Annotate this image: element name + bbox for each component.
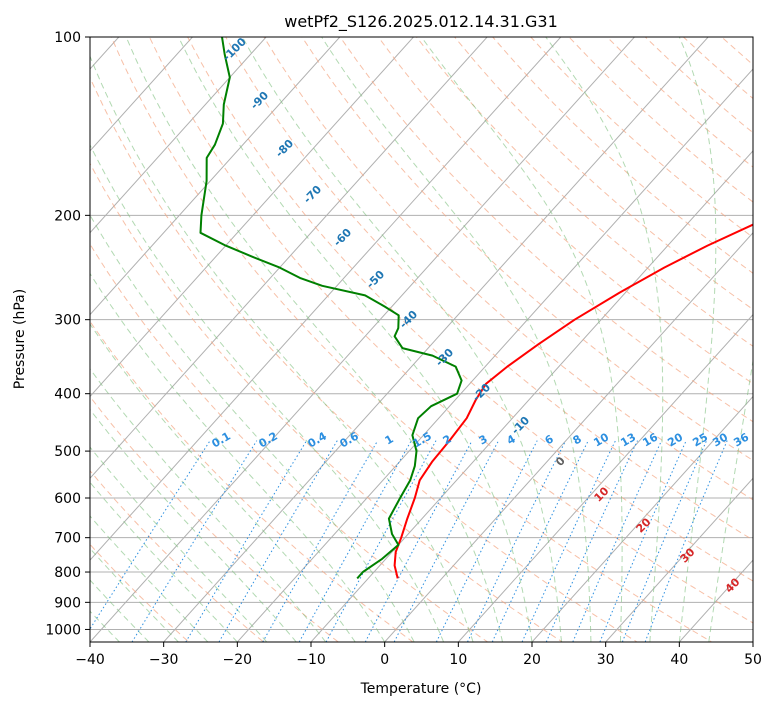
x-tick-label: −40 xyxy=(75,652,105,668)
x-tick-label: −20 xyxy=(223,652,253,668)
y-tick-label: 100 xyxy=(54,30,81,46)
dry-adiabat-line xyxy=(90,162,564,642)
isotherm-line xyxy=(383,231,753,642)
dry-adiabat-line xyxy=(225,37,753,541)
chart-title: wetPf2_S126.2025.012.14.31.G31 xyxy=(284,12,558,32)
mixing-ratio-line xyxy=(325,440,437,642)
plot-frame xyxy=(89,36,754,643)
dry-adiabat-line xyxy=(110,37,713,642)
x-tick-label: 0 xyxy=(380,652,389,668)
y-tick-label: 500 xyxy=(54,444,81,460)
moist-adiabat-line xyxy=(545,37,664,642)
x-tick-label: 30 xyxy=(597,652,615,668)
y-tick-label: 400 xyxy=(54,387,81,403)
mixing-ratio-line xyxy=(572,440,663,642)
moist-adiabat-line xyxy=(90,214,415,642)
moist-adiabat-line xyxy=(90,323,356,642)
isotherm-line xyxy=(457,313,753,642)
series-layer xyxy=(199,37,753,580)
y-tick-label: 900 xyxy=(54,595,81,611)
dewpoint-profile-line xyxy=(199,37,463,580)
moist-adiabat-line xyxy=(241,37,562,642)
moist-adiabat-line xyxy=(90,579,150,642)
moist-adiabat-line xyxy=(420,37,623,642)
x-tick-label: 40 xyxy=(670,652,688,668)
mixing-ratio-line xyxy=(521,440,616,642)
isotherm-line xyxy=(90,37,194,152)
dry-adiabat-line xyxy=(148,37,753,624)
moist-adiabat-line xyxy=(678,37,717,642)
moist-adiabat-line xyxy=(321,37,592,642)
moist-adiabat-line xyxy=(90,547,179,642)
mixing-ratio-line xyxy=(298,440,412,642)
dry-adiabat-line xyxy=(377,37,753,385)
moist-adiabat-line xyxy=(90,446,268,642)
moist-adiabat-line xyxy=(90,515,209,642)
dry-adiabat-line xyxy=(90,243,489,642)
x-tick-label: −30 xyxy=(149,652,179,668)
x-tick-label: 20 xyxy=(523,652,541,668)
isotherm-line xyxy=(531,395,753,642)
dry-adiabat-line xyxy=(90,76,638,642)
dry-adiabat-line xyxy=(90,543,190,642)
dry-adiabat-line xyxy=(187,37,753,582)
mixing-ratio-line xyxy=(435,440,538,642)
moist-adiabat-line xyxy=(90,481,238,642)
y-tick-label: 800 xyxy=(54,565,81,581)
isotherm-line xyxy=(90,37,415,398)
isotherm-line xyxy=(236,68,753,642)
moist-adiabat-line xyxy=(90,368,327,642)
isotherm-line xyxy=(90,37,636,642)
moist-adiabat-line xyxy=(90,272,386,642)
moist-adiabat-line xyxy=(125,37,503,642)
mixing-ratio-line xyxy=(467,440,567,642)
isotherm-line xyxy=(604,477,753,642)
moist-adiabat-line xyxy=(90,408,297,642)
isotherm-line xyxy=(90,37,562,561)
moist-adiabat-line xyxy=(90,54,474,642)
mixing-ratio-line xyxy=(90,440,211,630)
isotherm-line xyxy=(162,37,709,642)
dry-adiabat-line xyxy=(263,37,753,501)
mixing-ratio-line xyxy=(131,440,258,642)
mixing-ratio-line xyxy=(545,440,638,642)
mixing-ratio-line xyxy=(218,440,338,642)
y-axis-title: Pressure (hPa) xyxy=(12,289,28,389)
moist-adiabat-line xyxy=(708,358,753,642)
mixing-ratio-line xyxy=(262,440,379,642)
mixing-ratio-line xyxy=(185,440,308,642)
x-tick-label: 10 xyxy=(449,652,467,668)
temperature-profile-line xyxy=(393,223,753,579)
y-tick-label: 700 xyxy=(54,531,81,547)
x-axis-title: Temperature (°C) xyxy=(360,681,482,697)
y-tick-label: 300 xyxy=(54,313,81,329)
x-tick-label: −10 xyxy=(296,652,326,668)
axes-layer: −40 −30 −20 −10 0 10 20 30 40 50 100 200 300 400 500 60… xyxy=(45,30,762,668)
dry-adiabat-line xyxy=(453,37,753,311)
y-tick-label: 600 xyxy=(54,491,81,507)
dry-adiabat-line xyxy=(415,37,753,347)
isotherm-line xyxy=(90,37,267,234)
mixing-ratio-line xyxy=(599,440,687,642)
grid-layer xyxy=(90,37,753,642)
isotherm-line xyxy=(90,37,341,316)
y-tick-label: 1000 xyxy=(45,622,81,638)
dry-adiabat-line xyxy=(90,320,414,642)
moist-adiabat-line xyxy=(178,37,533,642)
x-tick-label: 50 xyxy=(744,652,762,668)
y-tick-label: 200 xyxy=(54,208,81,224)
isotherm-line xyxy=(90,37,488,480)
moist-adiabat-line xyxy=(90,143,445,642)
